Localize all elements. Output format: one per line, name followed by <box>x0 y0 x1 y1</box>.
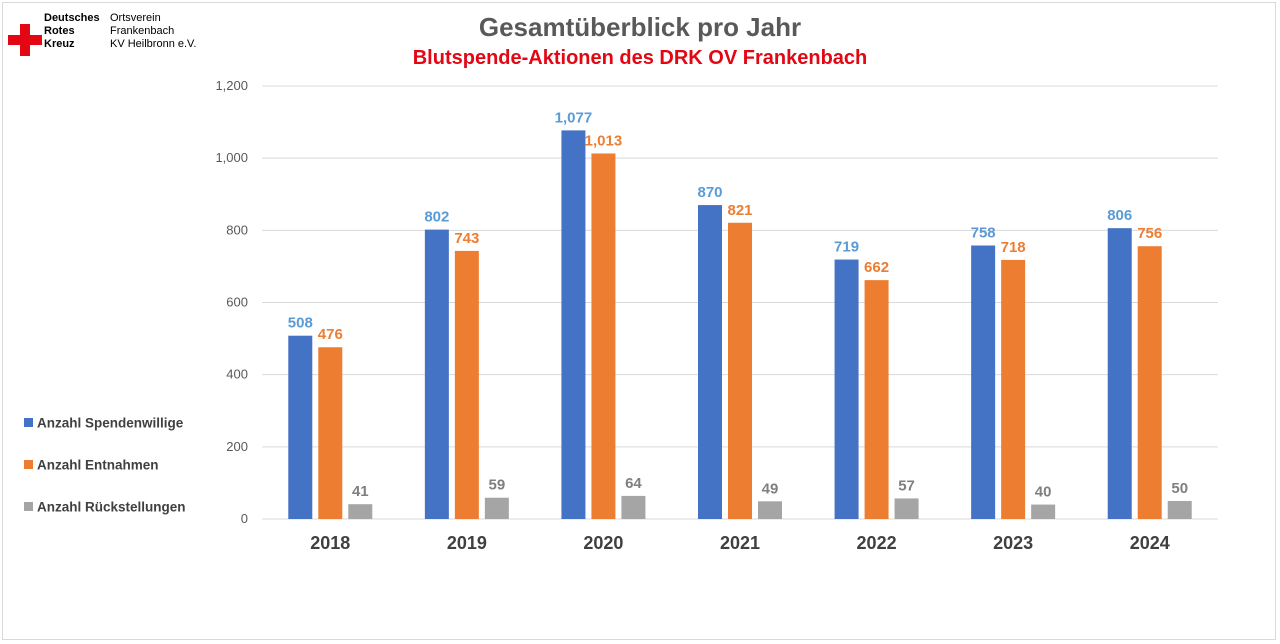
bar-2024-series-1 <box>1137 246 1162 519</box>
legend-swatch <box>24 502 33 512</box>
y-tick-label: 400 <box>226 367 248 382</box>
data-label: 821 <box>727 202 752 219</box>
x-tick-label: 2018 <box>310 533 350 553</box>
data-label: 59 <box>489 477 506 494</box>
legend-item: Anzahl Entnahmen <box>24 456 186 478</box>
data-label: 806 <box>1107 207 1132 224</box>
logo-branch-line: KV Heilbronn e.V. <box>110 38 197 50</box>
legend-item: Anzahl Spendenwillige <box>24 414 186 436</box>
logo-org-line: Rotes <box>44 25 75 37</box>
bar-2022-series-1 <box>864 280 889 519</box>
red-cross-icon <box>8 24 42 56</box>
bar-2019-series-0 <box>424 229 449 519</box>
data-label: 662 <box>864 259 889 276</box>
bar-2019-series-1 <box>454 250 479 520</box>
legend-label: Anzahl Rückstellungen <box>37 499 186 515</box>
data-label: 1,077 <box>555 109 593 126</box>
legend-swatch <box>24 418 33 428</box>
logo-org-line: Deutsches <box>44 12 100 24</box>
x-tick-label: 2019 <box>447 533 487 553</box>
data-label: 743 <box>454 230 479 247</box>
bar-2022-series-2 <box>894 498 919 519</box>
x-tick-label: 2024 <box>1130 533 1170 553</box>
data-label: 41 <box>352 483 369 500</box>
bar-2021-series-0 <box>698 205 722 519</box>
bar-2023-series-0 <box>971 245 996 519</box>
data-label: 64 <box>625 475 642 492</box>
chart-legend: Anzahl Spendenwillige Anzahl Entnahmen A… <box>24 414 186 540</box>
bar-2020-series-0 <box>561 130 586 519</box>
y-tick-label: 600 <box>226 295 248 310</box>
y-tick-label: 1,200 <box>215 78 248 93</box>
data-label: 870 <box>697 184 722 201</box>
data-label: 476 <box>318 326 343 343</box>
y-tick-label: 200 <box>226 439 248 454</box>
bar-2022-series-0 <box>834 259 859 519</box>
y-tick-label: 1,000 <box>215 150 248 165</box>
logo-branch-line: Frankenbach <box>110 25 175 37</box>
logo-org-line: Kreuz <box>44 38 75 50</box>
drk-logo: Deutsches Rotes Kreuz Ortsverein Franken… <box>6 12 246 60</box>
bar-2020-series-2 <box>621 495 646 519</box>
x-tick-label: 2023 <box>993 533 1033 553</box>
y-tick-label: 800 <box>226 222 248 237</box>
chart-title: Gesamtüberblick pro Jahr <box>478 12 802 42</box>
y-tick-label: 0 <box>241 511 248 526</box>
data-label: 40 <box>1035 484 1052 501</box>
bar-2021-series-2 <box>758 501 782 519</box>
data-label: 718 <box>1001 239 1026 256</box>
data-label: 1,013 <box>585 132 623 149</box>
bar-2024-series-0 <box>1107 228 1132 519</box>
data-label: 49 <box>762 480 779 497</box>
chart-subtitle: Blutspende-Aktionen des DRK OV Frankenba… <box>412 47 868 69</box>
data-label: 756 <box>1137 225 1162 242</box>
logo-branch-name: Ortsverein Frankenbach KV Heilbronn e.V. <box>110 12 196 51</box>
x-tick-label: 2022 <box>857 533 897 553</box>
bar-2024-series-2 <box>1167 500 1192 519</box>
x-tick-label: 2020 <box>583 533 623 553</box>
data-label: 802 <box>424 209 449 226</box>
bar-2018-series-1 <box>318 347 343 519</box>
data-label: 50 <box>1171 480 1188 497</box>
bar-2020-series-1 <box>591 153 616 519</box>
legend-label: Anzahl Spendenwillige <box>37 415 184 431</box>
bar-2018-series-2 <box>348 504 373 519</box>
x-tick-label: 2021 <box>720 533 760 553</box>
legend-swatch <box>24 460 33 470</box>
logo-org-name: Deutsches Rotes Kreuz <box>44 12 100 51</box>
bar-2023-series-2 <box>1031 504 1056 519</box>
data-label: 758 <box>971 224 996 241</box>
bar-2023-series-1 <box>1001 259 1026 519</box>
bar-2018-series-0 <box>288 335 313 519</box>
data-label: 57 <box>898 477 915 494</box>
bar-2021-series-1 <box>728 222 752 519</box>
bar-2019-series-2 <box>484 497 509 519</box>
logo-branch-line: Ortsverein <box>110 12 161 24</box>
data-label: 508 <box>288 315 313 332</box>
data-label: 719 <box>834 239 859 256</box>
legend-item: Anzahl Rückstellungen <box>24 498 186 520</box>
legend-label: Anzahl Entnahmen <box>37 457 159 473</box>
